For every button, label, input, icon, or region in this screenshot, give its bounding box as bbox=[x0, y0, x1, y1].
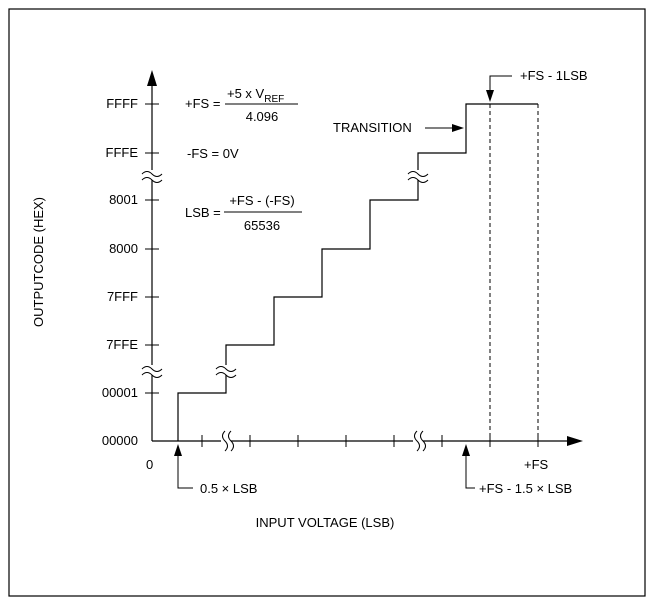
fs-minus-1lsb-label: +FS - 1LSB bbox=[520, 68, 588, 83]
transition-annotation: TRANSITION bbox=[333, 120, 464, 135]
fs-minus-1lsb-annotation: +FS - 1LSB bbox=[486, 68, 588, 102]
x-axis-break-left bbox=[221, 430, 234, 452]
y-tick-label: 00000 bbox=[102, 433, 138, 448]
fs-minus-1-5lsb-label: +FS - 1.5 × LSB bbox=[479, 481, 572, 496]
staircase-transfer-curve bbox=[177, 103, 538, 441]
equations-block: +FS = +5 x VREF 4.096 -FS = 0V LSB = +FS… bbox=[185, 86, 302, 233]
y-tick-label: 8001 bbox=[109, 192, 138, 207]
minus-fs-equation: -FS = 0V bbox=[187, 146, 239, 161]
curve-break-lower bbox=[215, 365, 237, 378]
lsb-equation-denominator: 65536 bbox=[244, 218, 280, 233]
x-axis-break-right bbox=[413, 430, 426, 452]
fs-minus-1-5lsb-annotation: +FS - 1.5 × LSB bbox=[462, 444, 572, 496]
fs-equation-numerator: +5 x VREF bbox=[227, 86, 284, 105]
y-tick-label: 7FFF bbox=[107, 289, 138, 304]
x-origin-label: 0 bbox=[146, 457, 153, 472]
x-axis-title: INPUT VOLTAGE (LSB) bbox=[256, 515, 395, 530]
fs-numerator-subscript: REF bbox=[264, 94, 284, 105]
y-tick-label: FFFE bbox=[106, 145, 139, 160]
outer-frame bbox=[8, 8, 646, 597]
fs-equation-denominator: 4.096 bbox=[246, 109, 279, 124]
y-axis-arrowhead bbox=[147, 70, 157, 86]
fs-numerator-main: +5 x V bbox=[227, 86, 265, 101]
y-tick-label: 8000 bbox=[109, 241, 138, 256]
transition-label: TRANSITION bbox=[333, 120, 412, 135]
x-axis-arrowhead bbox=[567, 436, 583, 446]
half-lsb-label: 0.5 × LSB bbox=[200, 481, 257, 496]
y-axis-title: OUTPUTCODE (HEX) bbox=[31, 197, 46, 327]
y-tick-label: 00001 bbox=[102, 385, 138, 400]
y-tick-marks bbox=[145, 103, 159, 394]
y-tick-label: FFFF bbox=[106, 96, 138, 111]
curve-break-upper bbox=[407, 170, 429, 183]
half-lsb-annotation: 0.5 × LSB bbox=[174, 444, 257, 496]
x-fs-label: +FS bbox=[524, 457, 549, 472]
y-tick-label: 7FFE bbox=[106, 337, 138, 352]
y-tick-labels: FFFF FFFE 8001 8000 7FFF 7FFE 00001 0000… bbox=[102, 96, 138, 448]
fs-minus-1lsb-arrowhead bbox=[486, 90, 494, 102]
transition-arrowhead bbox=[452, 124, 464, 132]
fs-minus-1-5lsb-arrowhead bbox=[462, 444, 470, 456]
x-tick-marks bbox=[201, 435, 539, 447]
half-lsb-arrowhead bbox=[174, 444, 182, 456]
lsb-equation-numerator: +FS - (-FS) bbox=[229, 193, 294, 208]
lsb-equation-lhs: LSB = bbox=[185, 205, 221, 220]
fs-equation-lhs: +FS = bbox=[185, 96, 220, 111]
y-axis-break-lower bbox=[141, 365, 163, 378]
y-axis-break-upper bbox=[141, 170, 163, 183]
